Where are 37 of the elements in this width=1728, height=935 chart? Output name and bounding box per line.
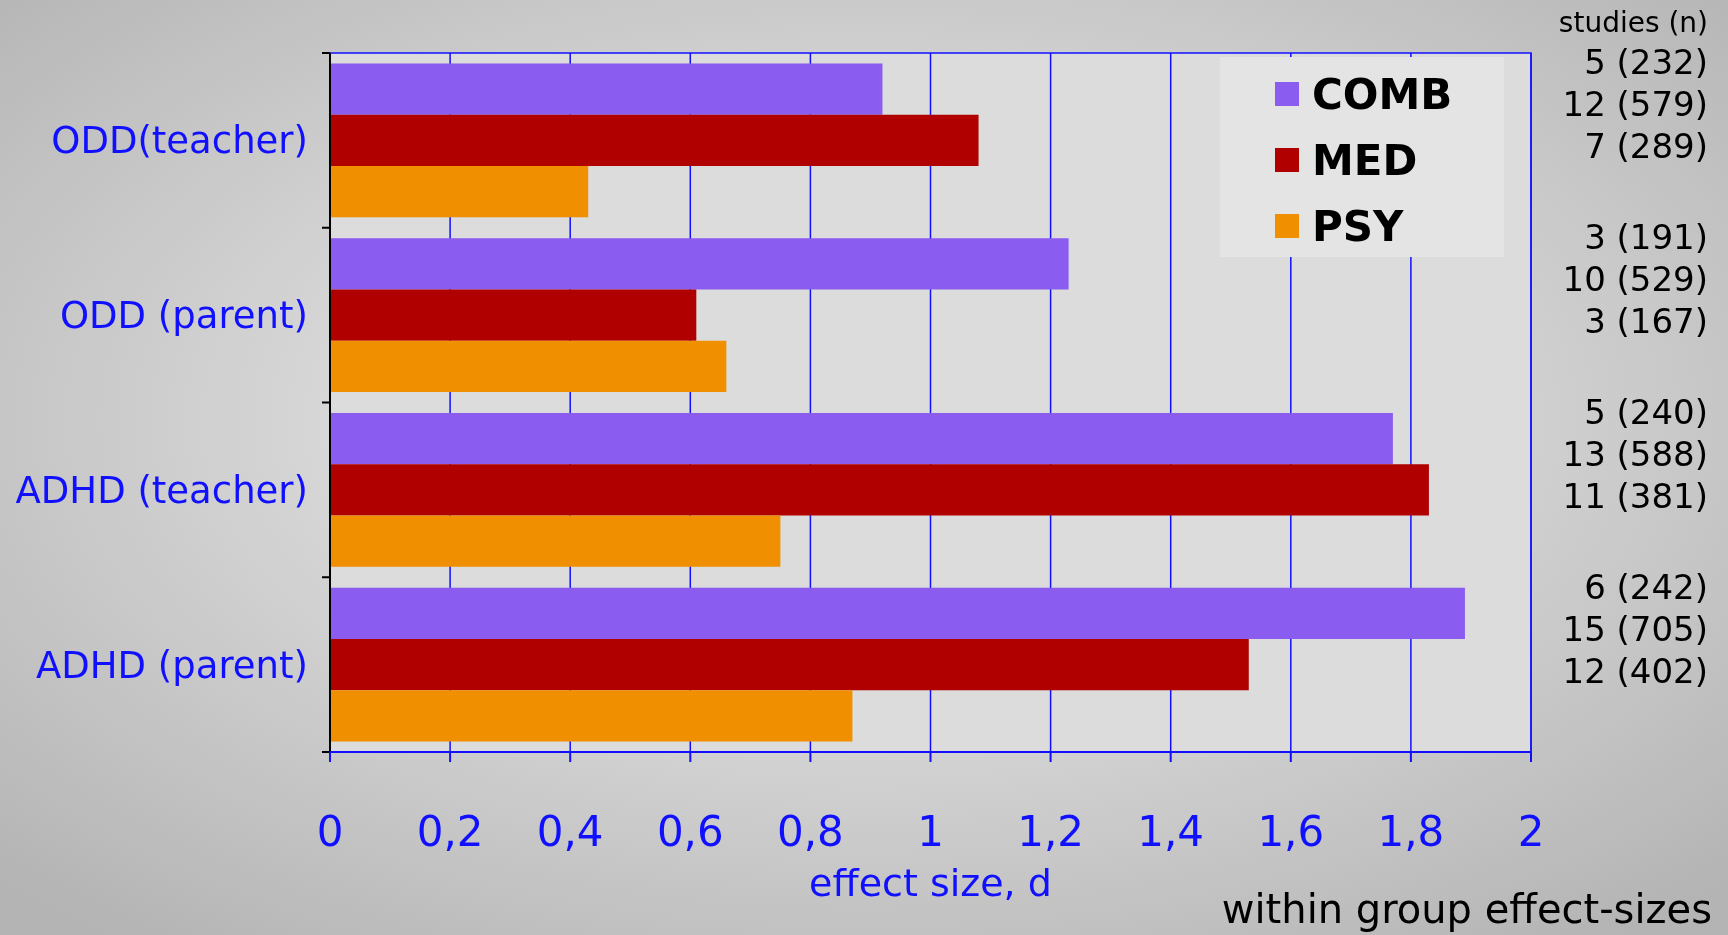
y-tick-label: ADHD (parent) [35, 643, 308, 687]
x-tick-label: 1 [917, 807, 944, 856]
x-axis-title: effect size, d [809, 861, 1052, 905]
x-tick-label: 1,4 [1137, 807, 1205, 856]
bar [330, 690, 853, 742]
bar [330, 238, 1069, 290]
legend-label: PSY [1312, 201, 1405, 251]
text: 3 (191) 10 (529) 3 (167) [1562, 217, 1708, 342]
x-tick-label: 1,6 [1257, 807, 1325, 856]
bar [330, 340, 727, 393]
y-tick-label: ODD(teacher) [51, 119, 308, 163]
legend-label: MED [1312, 135, 1418, 185]
x-tick-label: 1,8 [1377, 807, 1445, 856]
bar [330, 166, 589, 218]
x-tick-label: 0 [316, 807, 344, 856]
bar [330, 639, 1249, 691]
x-tick-label: 2 [1517, 807, 1545, 856]
y-tick-label: ADHD (teacher) [15, 468, 308, 512]
x-tick-label: 0,2 [416, 807, 484, 856]
bar [330, 587, 1465, 639]
bar [330, 515, 781, 567]
text: studies (n) [1558, 6, 1708, 39]
bar [330, 114, 979, 167]
x-tick-label: 1,2 [1017, 807, 1084, 856]
x-tick-label: 0,4 [536, 807, 604, 856]
text: 6 (242) 15 (705) 12 (402) [1562, 566, 1708, 691]
bar [330, 412, 1393, 465]
bar [330, 63, 883, 115]
text: 5 (240) 13 (588) 11 (381) [1562, 391, 1708, 516]
x-tick-label: 0,8 [777, 807, 844, 856]
text: 5 (232) 12 (579) 7 (289) [1562, 42, 1708, 167]
legend-label: COMB [1312, 69, 1453, 119]
bar [330, 464, 1429, 516]
bar [330, 289, 697, 341]
text: within group effect-sizes [1221, 886, 1712, 932]
x-tick-label: 0,6 [656, 807, 724, 856]
y-tick-label: ODD (parent) [59, 294, 308, 338]
